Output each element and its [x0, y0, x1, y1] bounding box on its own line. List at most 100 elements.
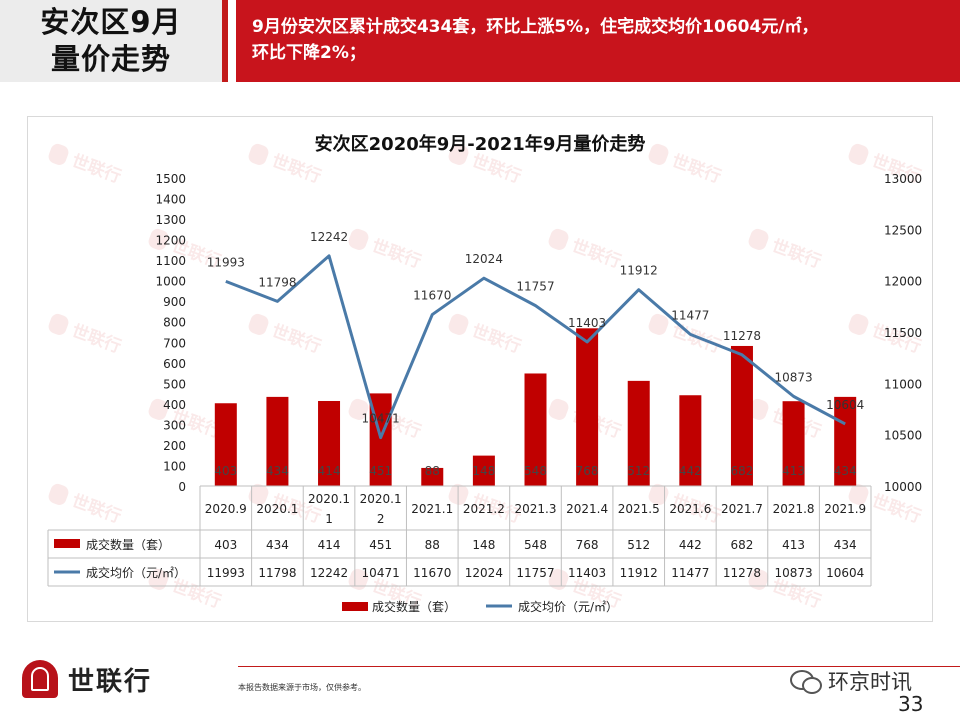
watermark-logo-icon — [748, 228, 769, 250]
watermark-logo-icon — [748, 398, 769, 420]
x-category-label: 2021.4 — [566, 502, 608, 516]
footer-note: 本报告数据来源于市场，仅供参考。 — [238, 683, 366, 692]
table-cell-price: 11278 — [723, 566, 761, 580]
table-cell-price: 11670 — [413, 566, 451, 580]
bar-value-label: 512 — [627, 464, 650, 478]
bar — [421, 467, 444, 486]
bar-value-label: 442 — [679, 464, 702, 478]
bar-value-label: 451 — [369, 464, 392, 478]
table-cell-price: 11993 — [207, 566, 245, 580]
x-category-label: 2020.9 — [205, 502, 247, 516]
table-cell-volume: 768 — [576, 538, 599, 552]
watermark-text: 世联行 — [669, 320, 724, 357]
table-cell-volume: 413 — [782, 538, 805, 552]
watermark-text: 世联行 — [469, 150, 524, 187]
wechat-icon — [790, 670, 822, 694]
watermark-item: 世联行 — [748, 228, 824, 272]
footer-divider — [238, 666, 960, 667]
table-cell-volume: 512 — [627, 538, 650, 552]
watermark-text: 世联行 — [269, 320, 324, 357]
x-category-label: 2021.5 — [618, 502, 660, 516]
summary-banner: 9月份安次区累计成交434套，环比上涨5%，住宅成交均价10604元/㎡， 环比… — [236, 0, 960, 82]
table-cell-price: 11477 — [671, 566, 709, 580]
watermark-item: 世联行 — [48, 313, 124, 357]
table-cell-volume: 682 — [731, 538, 754, 552]
bar — [679, 395, 702, 486]
table-cell-price: 12242 — [310, 566, 348, 580]
x-category-label: 1 — [325, 512, 333, 526]
watermark-logo-icon — [848, 313, 869, 335]
section-title-line2: 量价走势 — [50, 42, 171, 76]
watermark-logo-icon — [648, 313, 669, 335]
table-cell-volume: 88 — [425, 538, 440, 552]
watermark-item: 世联行 — [648, 143, 724, 187]
x-category-label: 2021.7 — [721, 502, 763, 516]
x-category-label: 2021.1 — [411, 502, 453, 516]
table-cell-volume: 434 — [834, 538, 857, 552]
section-title: 安次区9月 量价走势 — [0, 0, 228, 82]
x-category-label: 2021.9 — [824, 502, 866, 516]
x-category-label: 2021.2 — [463, 502, 505, 516]
summary-line2: 环比下降2%； — [252, 43, 366, 63]
y-left-tick-label: 1400 — [155, 193, 186, 207]
y-left-tick-label: 200 — [163, 439, 186, 453]
line-value-label: 10471 — [362, 412, 400, 426]
y-left-tick-label: 0 — [178, 480, 186, 494]
line-value-label: 11477 — [671, 308, 709, 322]
brand-logo-icon — [22, 660, 58, 698]
x-category-label: 2021.8 — [773, 502, 815, 516]
watermark-item: 世联行 — [448, 313, 524, 357]
y-right-tick-label: 13000 — [884, 172, 922, 186]
y-right-tick-label: 12500 — [884, 223, 922, 237]
watermark-logo-icon — [48, 483, 69, 505]
x-category-label: 2021.6 — [669, 502, 711, 516]
table-cell-price: 11798 — [258, 566, 296, 580]
y-left-tick-label: 300 — [163, 418, 186, 432]
table-cell-volume: 442 — [679, 538, 702, 552]
bar — [524, 373, 547, 486]
bar — [627, 380, 650, 486]
watermark-logo-icon — [648, 483, 669, 505]
bar — [730, 345, 753, 486]
watermark-text: 世联行 — [669, 150, 724, 187]
line-value-label: 10604 — [826, 398, 864, 412]
chart-title: 安次区2020年9月-2021年9月量价走势 — [315, 133, 646, 155]
table-cell-volume: 148 — [472, 538, 495, 552]
watermark-text: 世联行 — [269, 150, 324, 187]
bar-value-label: 403 — [214, 464, 237, 478]
bar — [214, 403, 237, 486]
watermark-logo-icon — [548, 398, 569, 420]
bar-value-label: 148 — [472, 464, 495, 478]
brand-logo: 世联行 — [22, 660, 152, 698]
watermark-logo-icon — [748, 568, 769, 590]
watermark-text: 世联行 — [169, 575, 224, 612]
watermark-text: 世联行 — [69, 320, 124, 357]
bar — [834, 396, 857, 486]
table-row-header-volume: 成交数量（套） — [86, 537, 170, 552]
watermark-logo-icon — [648, 143, 669, 165]
y-right-tick-label: 11000 — [884, 377, 922, 391]
y-left-tick-label: 700 — [163, 336, 186, 350]
watermark-logo-icon — [548, 228, 569, 250]
bar-value-label: 413 — [782, 464, 805, 478]
table-cell-volume: 414 — [318, 538, 341, 552]
line-value-label: 11403 — [568, 316, 606, 330]
table-cell-price: 11403 — [568, 566, 606, 580]
watermark-item: 世联行 — [348, 228, 424, 272]
y-left-tick-label: 1200 — [155, 234, 186, 248]
y-left-tick-label: 1100 — [155, 254, 186, 268]
line-value-label: 10873 — [774, 370, 812, 384]
legend-key-volume — [342, 602, 368, 611]
table-cell-price: 10471 — [362, 566, 400, 580]
table-cell-price: 12024 — [465, 566, 503, 580]
watermark-item: 世联行 — [248, 143, 324, 187]
watermark-logo-icon — [548, 568, 569, 590]
watermark-text: 世联行 — [69, 490, 124, 527]
watermark-item: 世联行 — [48, 143, 124, 187]
watermark-text: 世联行 — [69, 150, 124, 187]
watermark-logo-icon — [848, 483, 869, 505]
line-value-label: 11912 — [620, 264, 658, 278]
legend-label-volume: 成交数量（套） — [372, 599, 456, 614]
line-value-label: 12024 — [465, 252, 503, 266]
bar — [472, 455, 495, 486]
